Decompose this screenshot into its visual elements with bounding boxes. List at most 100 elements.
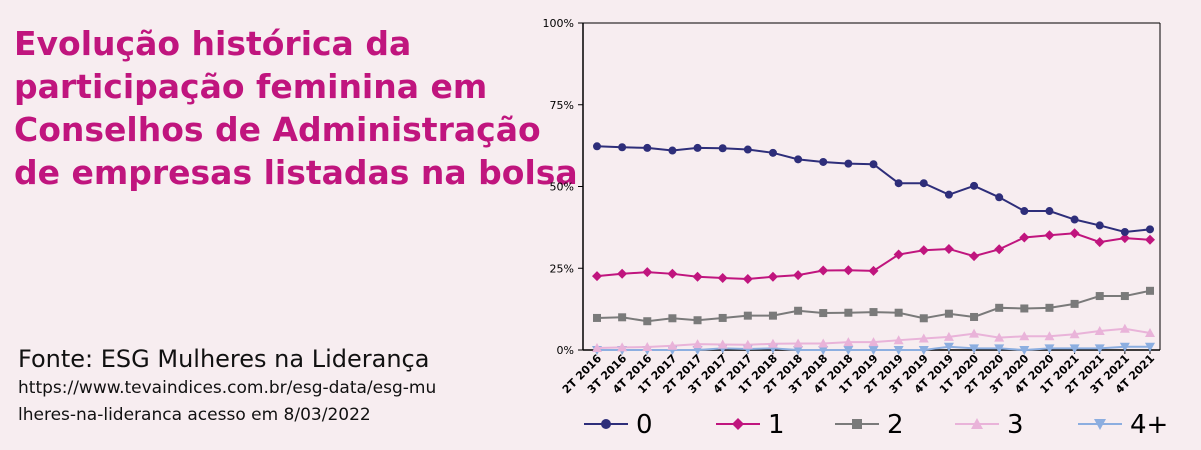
data-point-3 [969,328,980,338]
data-point-4plus [918,346,929,355]
data-point-4plus [1119,342,1130,352]
data-point-2 [995,303,1004,312]
data-point-0 [768,148,777,157]
data-point-2 [970,312,979,321]
data-point-2 [718,313,727,322]
data-point-2 [894,308,903,317]
data-point-0 [995,193,1004,202]
data-point-1 [617,268,628,279]
data-point-2 [593,313,601,322]
data-point-1 [692,271,703,282]
data-point-4plus [943,342,954,352]
data-point-2 [1120,292,1129,301]
series-line-0 [596,145,1151,233]
series-line-2 [596,289,1151,323]
source-name: Fonte: ESG Mulheres na Liderança [18,345,430,373]
legend-label-1: 1 [768,410,785,440]
legend-label-3: 3 [1007,410,1024,440]
data-point-1 [742,274,753,285]
data-point-0 [693,143,702,152]
data-point-3 [818,338,829,348]
legend-marker-0 [601,419,611,429]
data-point-0 [919,179,928,188]
data-point-1 [667,268,678,279]
data-point-2 [794,306,803,315]
data-point-1 [868,265,879,276]
data-point-2 [844,308,853,317]
data-point-2 [643,317,652,326]
data-point-2 [693,316,702,325]
data-point-4plus [994,344,1005,354]
title-line-1: Evolução histórica da [14,24,412,63]
data-point-1 [818,265,829,276]
data-point-1 [994,244,1005,255]
legend-label-0: 0 [636,410,653,440]
title-line-3: Conselhos de Administração [14,110,541,149]
data-point-0 [743,145,752,154]
data-point-0 [1070,215,1079,224]
source-block: Fonte: ESG Mulheres na Liderança https:/… [18,343,488,429]
data-point-3 [667,340,678,350]
data-point-4plus [868,346,879,355]
data-point-0 [869,160,878,169]
y-tick-label: 0% [557,344,574,357]
data-point-3 [717,339,728,349]
data-point-4plus [692,346,703,355]
data-point-0 [844,159,853,168]
data-point-2 [668,314,677,323]
data-point-3 [994,332,1005,342]
data-point-2 [1020,304,1029,313]
data-point-3 [943,331,954,341]
data-point-3 [793,338,804,348]
data-point-2 [919,314,928,323]
y-tick-label: 50% [550,181,574,194]
legend-label-4plus: 4+ [1130,410,1168,440]
data-point-3 [843,337,854,347]
data-point-3 [1094,326,1105,336]
data-point-3 [692,339,703,349]
data-point-1 [767,271,778,282]
source-url-line-2: lheres-na-lideranca acesso em 8/03/2022 [18,405,371,425]
data-point-1 [943,243,954,254]
data-point-2 [1045,303,1054,312]
data-point-2 [819,309,828,318]
data-point-0 [1095,221,1104,230]
data-point-4plus [1145,342,1155,352]
data-point-2 [869,308,878,317]
data-point-4plus [818,346,829,355]
source-url-line-1: https://www.tevaindices.com.br/esg-data/… [18,378,437,398]
data-point-3 [918,333,929,343]
data-point-0 [643,143,652,152]
data-point-1 [1119,233,1130,244]
data-point-0 [618,143,627,152]
data-point-0 [970,181,979,190]
data-point-2 [768,311,777,320]
data-point-3 [767,338,778,348]
data-point-3 [1145,327,1155,337]
data-point-3 [642,342,653,352]
data-point-2 [743,311,752,320]
y-tick-label: 75% [550,99,574,112]
data-point-1 [793,270,804,281]
data-point-3 [742,339,753,349]
data-point-0 [944,190,953,199]
legend-label-2: 2 [887,410,904,440]
data-point-3 [868,337,879,347]
data-point-1 [969,251,980,262]
data-point-0 [1146,225,1154,234]
data-point-2 [1095,292,1104,301]
data-point-1 [1094,237,1105,248]
data-point-0 [593,142,601,151]
data-point-3 [1069,329,1080,339]
title-line-2: participação feminina em [14,67,488,106]
legend-marker-3 [971,418,983,429]
title-line-4: de empresas listadas na bolsa [14,153,578,192]
legend-marker-1 [732,418,744,430]
data-point-3 [1044,331,1055,341]
data-point-1 [642,267,653,278]
data-point-0 [1120,227,1129,236]
data-point-3 [592,343,602,353]
data-point-2 [944,309,953,318]
data-point-0 [794,155,803,164]
